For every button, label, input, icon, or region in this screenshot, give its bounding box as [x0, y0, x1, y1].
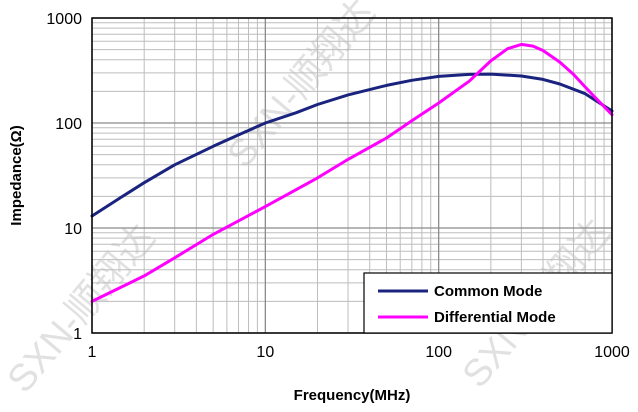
y-tick-label: 100 [55, 116, 82, 133]
x-tick-label: 100 [425, 344, 452, 361]
y-tick-label: 1 [73, 326, 82, 343]
y-axis-title: Impedance(Ω) [8, 125, 25, 225]
watermark-2: SXN-顺翔达 [220, 0, 384, 176]
x-axis-title: Frequency(MHz) [294, 387, 411, 404]
legend: Common Mode Differential Mode [363, 272, 613, 334]
y-tick-label: 1000 [46, 11, 82, 28]
x-tick-label: 1 [88, 344, 97, 361]
x-tick-label: 10 [256, 344, 274, 361]
tick-label-layer: 1 10 100 1000 1 10 100 1000 [46, 11, 629, 361]
plot-frame [91, 17, 613, 334]
x-tick-label: 1000 [594, 344, 630, 361]
legend-box [363, 272, 613, 334]
y-tick-label: 10 [64, 221, 82, 238]
series-line-differential-mode [90, 42, 614, 303]
legend-label-differential-mode: Differential Mode [434, 309, 556, 326]
series-line-common-mode [90, 72, 614, 218]
series-layer [90, 42, 614, 303]
legend-label-common-mode: Common Mode [434, 283, 542, 300]
